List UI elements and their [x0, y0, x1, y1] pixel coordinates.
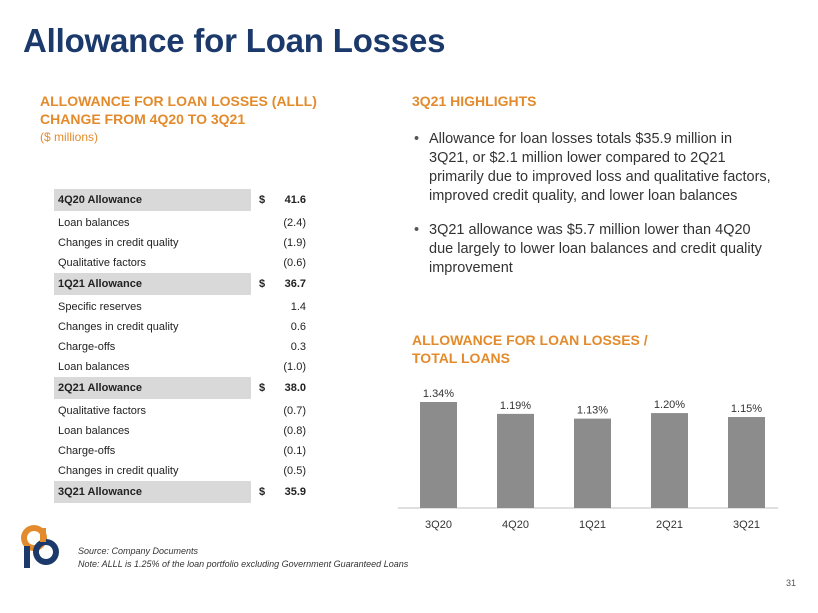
- company-logo-icon: [21, 525, 59, 568]
- row-currency: $: [259, 278, 266, 290]
- table-row: Changes in credit quality (1.9): [54, 232, 310, 252]
- row-value: (0.7): [283, 405, 306, 417]
- page-number: 31: [785, 578, 796, 588]
- row-label: 4Q20 Allowance: [58, 194, 142, 206]
- bar-4Q20: [497, 413, 534, 508]
- row-label: Loan balances: [58, 425, 130, 437]
- x-tick-3Q20: 3Q20: [425, 519, 452, 531]
- row-value: (1.9): [283, 237, 306, 249]
- table-row: Loan balances (2.4): [54, 212, 310, 232]
- row-value: 0.6: [290, 321, 306, 333]
- row-currency: $: [259, 194, 266, 206]
- table-heading: ALLOWANCE FOR LOAN LOSSES (ALLL) CHANGE …: [40, 92, 400, 128]
- row-value: (0.6): [283, 257, 306, 269]
- row-value: 36.7: [284, 278, 306, 290]
- table-heading-line1: ALLOWANCE FOR LOAN LOSSES (ALLL): [40, 93, 317, 109]
- bar-1Q21: [574, 418, 611, 508]
- source-footnote: Source: Company Documents: [78, 546, 199, 556]
- total-row-shade: [54, 189, 251, 211]
- total-row-shade: [54, 481, 251, 503]
- row-label: 1Q21 Allowance: [58, 278, 142, 290]
- table-total-row: 2Q21 Allowance $38.0: [54, 376, 310, 400]
- row-label: Changes in credit quality: [58, 237, 179, 249]
- table-row: Charge-offs (0.1): [54, 440, 310, 460]
- bar-3Q21: [728, 417, 765, 508]
- row-label: Specific reserves: [58, 301, 142, 313]
- row-value: 38.0: [284, 382, 306, 394]
- row-label: 3Q21 Allowance: [58, 486, 142, 498]
- table-row: Qualitative factors (0.6): [54, 252, 310, 272]
- table-row: Changes in credit quality 0.6: [54, 316, 310, 336]
- x-tick-2Q21: 2Q21: [656, 519, 683, 531]
- data-label-3Q20: 1.34%: [423, 388, 454, 400]
- x-tick-1Q21: 1Q21: [579, 519, 606, 531]
- row-value: 1.4: [290, 301, 306, 313]
- row-currency: $: [259, 486, 266, 498]
- row-value: (0.5): [283, 465, 306, 477]
- table-row: Specific reserves 1.4: [54, 296, 310, 316]
- table-row: Changes in credit quality (0.5): [54, 460, 310, 480]
- table-total-row: 4Q20 Allowance $41.6: [54, 188, 310, 212]
- row-value: 35.9: [284, 486, 306, 498]
- row-label: Charge-offs: [58, 445, 116, 457]
- row-value: (1.0): [283, 361, 306, 373]
- highlight-bullet: • 3Q21 allowance was $5.7 million lower t…: [412, 221, 772, 278]
- chart-heading-line1: ALLOWANCE FOR LOAN LOSSES /: [412, 332, 648, 348]
- table-row: Charge-offs 0.3: [54, 336, 310, 356]
- allowance-table: 4Q20 Allowance $41.6 Loan balances (2.4) Cha…: [54, 188, 310, 504]
- chart-heading: ALLOWANCE FOR LOAN LOSSES / TOTAL LOANS: [412, 331, 732, 367]
- bar-2Q21: [651, 413, 688, 508]
- row-label: Changes in credit quality: [58, 321, 179, 333]
- highlight-text: Allowance for loan losses totals $35.9 m…: [429, 131, 771, 204]
- allowance-table-rows: 4Q20 Allowance $41.6 Loan balances (2.4) Cha…: [54, 188, 310, 504]
- data-label-4Q20: 1.19%: [500, 400, 531, 412]
- highlights-heading: 3Q21 HIGHLIGHTS: [412, 93, 537, 109]
- table-row: Qualitative factors (0.7): [54, 400, 310, 420]
- row-value: (0.1): [283, 445, 306, 457]
- row-label: Qualitative factors: [58, 257, 147, 269]
- data-label-1Q21: 1.13%: [577, 405, 608, 417]
- highlight-bullet: • Allowance for loan losses totals $35.9 …: [412, 130, 772, 206]
- row-label: Changes in credit quality: [58, 465, 179, 477]
- table-total-row: 1Q21 Allowance $36.7: [54, 272, 310, 296]
- allowance-ratio-chart: 1.34% 3Q20 1.19% 4Q20 1.13% 1Q21 1.20% 2Q21 1.15…: [398, 385, 778, 535]
- x-tick-3Q21: 3Q21: [733, 519, 760, 531]
- row-label: Qualitative factors: [58, 405, 147, 417]
- highlight-text: 3Q21 allowance was $5.7 million lower th…: [429, 222, 762, 276]
- row-value: 0.3: [290, 341, 306, 353]
- alll-note-footnote: Note: ALLL is 1.25% of the loan portfoli…: [78, 559, 409, 569]
- total-row-shade: [54, 377, 251, 399]
- chart-heading-line2: TOTAL LOANS: [412, 350, 510, 366]
- row-label: Loan balances: [58, 217, 130, 229]
- bullet-dot-icon: •: [414, 131, 420, 147]
- row-label: Loan balances: [58, 361, 130, 373]
- bar-3Q20: [420, 402, 457, 508]
- page-title: Allowance for Loan Losses: [23, 22, 446, 59]
- table-row: Loan balances (1.0): [54, 356, 310, 376]
- total-row-shade: [54, 273, 251, 295]
- chart-svg: 1.34% 3Q20 1.19% 4Q20 1.13% 1Q21 1.20% 2Q21 1.15…: [398, 388, 778, 531]
- row-value: 41.6: [284, 194, 306, 206]
- data-label-2Q21: 1.20%: [654, 399, 685, 411]
- table-total-row: 3Q21 Allowance $35.9: [54, 480, 310, 504]
- row-value: (2.4): [283, 217, 306, 229]
- data-label-3Q21: 1.15%: [731, 403, 762, 415]
- x-tick-4Q20: 4Q20: [502, 519, 529, 531]
- row-value: (0.8): [283, 425, 306, 437]
- table-row: Loan balances (0.8): [54, 420, 310, 440]
- bullet-dot-icon: •: [414, 222, 420, 238]
- row-label: 2Q21 Allowance: [58, 382, 142, 394]
- table-heading-line2: CHANGE FROM 4Q20 TO 3Q21: [40, 111, 246, 127]
- row-currency: $: [259, 382, 266, 394]
- table-subheading: ($ millions): [40, 130, 99, 144]
- row-label: Charge-offs: [58, 341, 116, 353]
- highlights-list: • Allowance for loan losses totals $35.9 …: [412, 130, 772, 293]
